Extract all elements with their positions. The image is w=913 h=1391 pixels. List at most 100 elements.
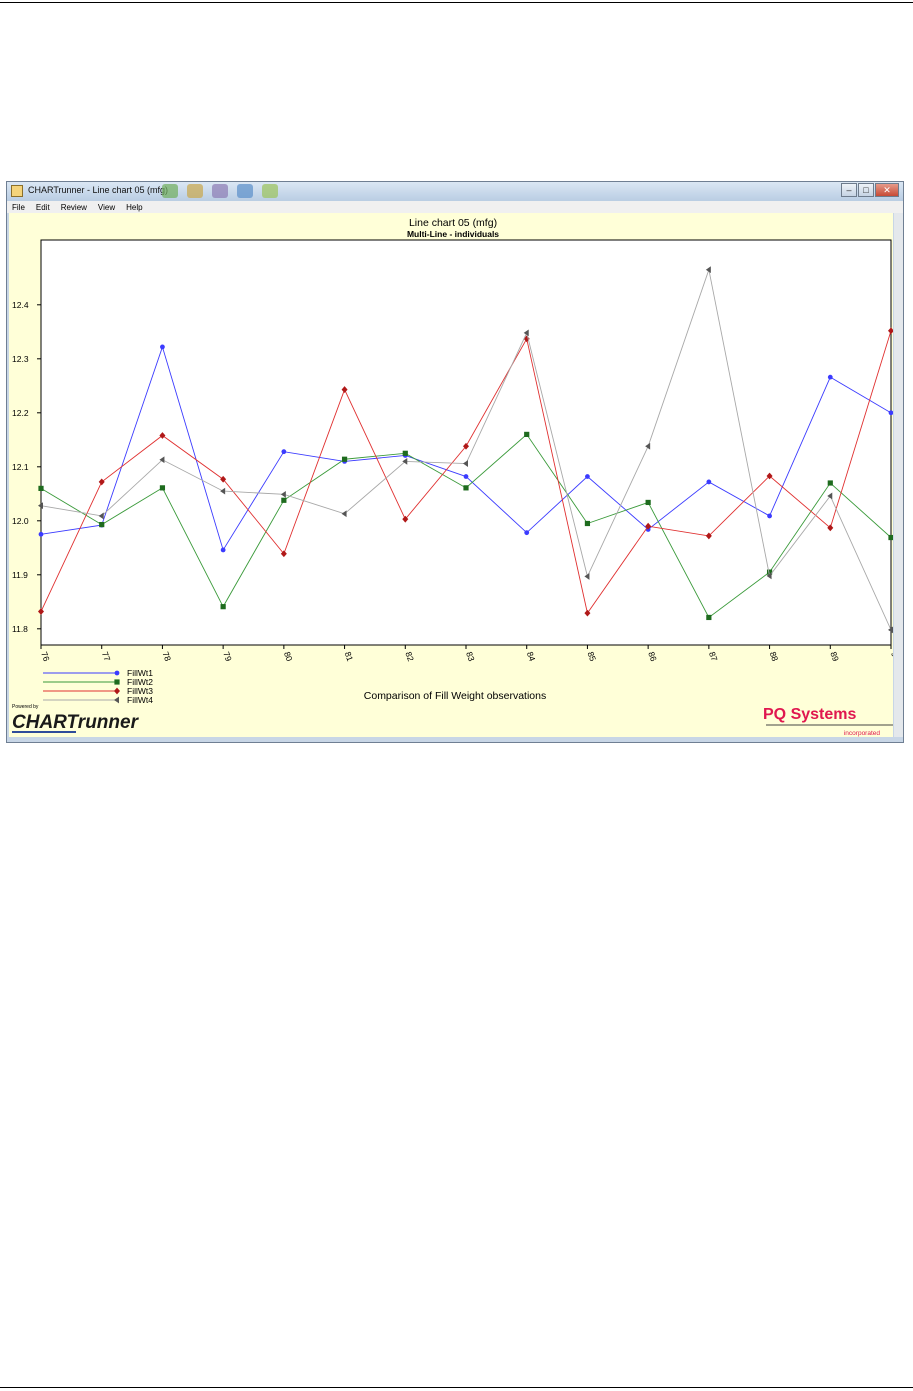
- data-point-fillwt4: [827, 492, 833, 500]
- chart-canvas: Line chart 05 (mfg) Multi-Line - individ…: [9, 213, 893, 737]
- data-point-fillwt1: [827, 374, 833, 380]
- data-point-fillwt3: [645, 522, 652, 530]
- chart-title: Line chart 05 (mfg): [409, 217, 497, 229]
- data-point-fillwt1: [524, 530, 530, 536]
- data-point-fillwt1: [888, 410, 893, 416]
- data-point-fillwt2: [38, 485, 44, 491]
- data-point-fillwt4: [38, 502, 43, 510]
- data-point-fillwt4: [159, 456, 165, 464]
- data-point-fillwt4: [705, 266, 711, 274]
- data-point-fillwt1: [281, 449, 287, 455]
- menu-view[interactable]: View: [97, 203, 116, 212]
- plot-area: [40, 239, 892, 646]
- series-group: [38, 266, 893, 634]
- data-point-fillwt3: [98, 478, 105, 486]
- data-point-fillwt2: [888, 534, 893, 541]
- chart-subtitle: Multi-Line - individuals: [407, 229, 499, 239]
- data-point-fillwt2: [645, 499, 651, 506]
- chartrunner-logo-bar: [12, 731, 76, 733]
- pq-systems-sub: incorporated: [844, 730, 881, 737]
- title-bar[interactable]: CHARTrunner - Line chart 05 (mfg) – □ ✕: [7, 182, 903, 201]
- menu-help[interactable]: Help: [126, 203, 143, 212]
- x-tick-label: 77: [100, 650, 113, 663]
- data-point-fillwt4: [402, 458, 408, 465]
- vertical-scrollbar[interactable]: [894, 213, 903, 737]
- y-tick-label: 12.2: [12, 408, 29, 418]
- pq-systems-logo: PQ Systems: [763, 706, 856, 723]
- data-point-fillwt3: [705, 532, 712, 540]
- y-tick-label: 12.3: [12, 354, 29, 364]
- data-point-fillwt3: [341, 386, 348, 393]
- data-point-fillwt1: [767, 513, 772, 519]
- toolbar-ghost-icon: [162, 184, 178, 198]
- legend-label: FillWt4: [127, 695, 153, 705]
- data-point-fillwt1: [463, 474, 469, 479]
- data-point-fillwt2: [706, 614, 712, 621]
- data-point-fillwt2: [463, 485, 469, 491]
- x-tick-label: 88: [768, 650, 781, 663]
- legend-label: FillWt3: [127, 686, 153, 696]
- x-tick-label: 83: [464, 650, 477, 663]
- data-point-fillwt2: [766, 569, 773, 575]
- data-point-fillwt2: [99, 521, 105, 528]
- line-chart: Line chart 05 (mfg) Multi-Line - individ…: [12, 217, 893, 737]
- toolbar-ghost-icon: [187, 184, 203, 198]
- x-tick-label: 78: [161, 650, 174, 663]
- legend-label: FillWt2: [127, 677, 153, 687]
- x-tick-label: 90: [889, 650, 893, 663]
- powered-by-label: Powered by: [12, 704, 39, 710]
- minimize-button[interactable]: –: [841, 183, 857, 197]
- data-point-fillwt2: [220, 604, 226, 610]
- data-point-fillwt4: [888, 626, 893, 634]
- legend-marker: [114, 687, 120, 695]
- y-tick-label: 12.1: [12, 462, 29, 472]
- data-point-fillwt1: [706, 479, 712, 485]
- data-point-fillwt3: [463, 442, 469, 450]
- maximize-icon: □: [863, 185, 869, 195]
- x-tick-label: 80: [282, 650, 295, 663]
- maximize-button[interactable]: □: [858, 183, 874, 197]
- x-tick-label: 87: [707, 650, 720, 663]
- y-tick-label: 11.8: [12, 624, 28, 634]
- menu-bar: File Edit Review View Help: [7, 201, 903, 213]
- data-point-fillwt4: [341, 510, 347, 518]
- data-point-fillwt4: [98, 512, 104, 520]
- legend-label: FillWt1: [127, 668, 153, 678]
- data-point-fillwt2: [827, 480, 833, 486]
- window-title: CHARTrunner - Line chart 05 (mfg): [28, 185, 169, 195]
- data-point-fillwt4: [584, 573, 590, 580]
- close-icon: ✕: [883, 185, 891, 195]
- data-point-fillwt4: [523, 329, 529, 337]
- close-button[interactable]: ✕: [875, 183, 899, 197]
- x-tick-label: 79: [221, 650, 234, 663]
- data-point-fillwt4: [220, 487, 226, 495]
- legend-marker: [114, 696, 119, 704]
- data-point-fillwt3: [159, 432, 166, 439]
- menu-edit[interactable]: Edit: [35, 203, 50, 212]
- data-point-fillwt1: [220, 547, 226, 553]
- chart-footer: Comparison of Fill Weight observations: [364, 690, 546, 702]
- data-point-fillwt4: [645, 442, 651, 450]
- menu-file[interactable]: File: [12, 203, 25, 212]
- toolbar-ghost-icon: [237, 184, 253, 198]
- data-point-fillwt3: [766, 472, 773, 480]
- x-tick-label: 76: [39, 650, 52, 663]
- x-tick-label: 81: [343, 650, 356, 663]
- legend-marker: [114, 679, 120, 685]
- data-point-fillwt2: [584, 520, 591, 527]
- data-point-fillwt4: [280, 490, 286, 498]
- data-point-fillwt2: [402, 450, 408, 456]
- data-point-fillwt3: [584, 609, 591, 617]
- menu-review[interactable]: Review: [60, 203, 87, 212]
- data-point-fillwt4: [766, 572, 772, 580]
- toolbar-ghost-icon: [262, 184, 278, 198]
- toolbar-ghost-icon: [212, 184, 228, 198]
- x-tick-label: 82: [403, 650, 416, 663]
- page-bottom-rule: [0, 1387, 913, 1388]
- data-point-fillwt3: [888, 327, 893, 335]
- chartrunner-logo: CHARTrunner: [12, 712, 140, 733]
- y-tick-label: 11.9: [12, 570, 28, 580]
- data-point-fillwt2: [281, 497, 287, 503]
- y-axis: 11.8 11.9 12.0 12.1 12.2 12.3 12.4: [12, 300, 41, 634]
